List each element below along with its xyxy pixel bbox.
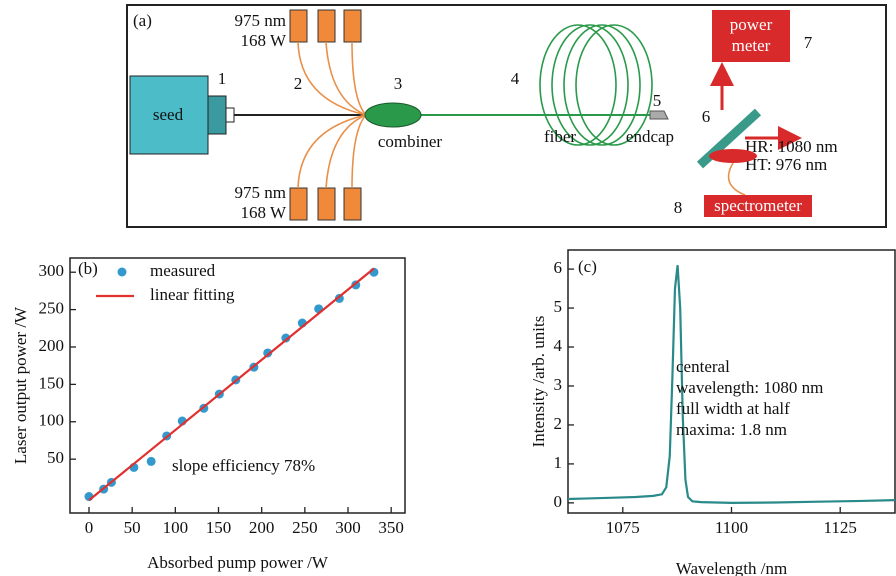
x-tick-label: 200 <box>249 518 275 537</box>
x-tick-label: 1125 <box>824 518 857 537</box>
power-meter <box>712 10 790 62</box>
pump <box>343 187 362 221</box>
pump-fiber <box>351 114 367 189</box>
combiner-label: combiner <box>378 132 443 151</box>
y-tick-label: 6 <box>554 258 563 277</box>
x-tick-label: 150 <box>206 518 232 537</box>
combiner <box>364 102 422 128</box>
pump-fiber <box>351 41 367 116</box>
legend-label: linear fitting <box>150 285 235 304</box>
panel-label: (a) <box>133 11 152 30</box>
data-point <box>281 333 291 343</box>
pump-fiber <box>297 41 367 116</box>
y-tick-label: 150 <box>39 373 65 392</box>
coil-loop <box>575 24 653 146</box>
y-axis-label: Intensity /arb. units <box>529 316 548 448</box>
endcap <box>649 110 669 120</box>
y-tick-label: 250 <box>39 299 65 318</box>
power-meter-label: power <box>730 15 773 34</box>
annotation: full width at half <box>676 399 790 418</box>
x-tick-label: 250 <box>292 518 318 537</box>
component-number: 3 <box>394 74 403 93</box>
y-axis-label: Laser output power /W <box>11 306 30 464</box>
pump-fiber <box>325 41 367 116</box>
pump-fibers <box>297 41 367 189</box>
plot-frame <box>69 257 406 514</box>
panel-label: (c) <box>578 257 597 276</box>
power-meter-label: meter <box>732 36 771 55</box>
y-tick-label: 300 <box>39 261 65 280</box>
component-number: 4 <box>511 69 520 88</box>
pump-wavelength: 975 nm <box>235 183 286 202</box>
hr-label: HR: 1080 nm <box>745 137 838 156</box>
pump <box>317 187 336 221</box>
pump-fiber <box>325 114 367 189</box>
x-tick-label: 1075 <box>606 518 640 537</box>
pump <box>317 9 336 43</box>
endcap-label: endcap <box>626 127 674 146</box>
y-tick-label: 200 <box>39 336 65 355</box>
y-tick-label: 1 <box>554 453 563 472</box>
annotation: slope efficiency 78% <box>172 456 315 475</box>
component-number: 8 <box>674 198 683 217</box>
y-tick-label: 5 <box>554 297 563 316</box>
x-tick-label: 350 <box>378 518 404 537</box>
pump <box>343 9 362 43</box>
component-number: 5 <box>653 91 662 110</box>
ht-label: HT: 976 nm <box>745 155 827 174</box>
data-line <box>567 265 896 504</box>
fiber-label: fiber <box>544 127 576 146</box>
x-tick-label: 100 <box>163 518 189 537</box>
pump-fiber <box>297 114 367 189</box>
x-tick-label: 300 <box>335 518 361 537</box>
pump-power: 168 W <box>241 203 287 222</box>
seed-port <box>207 95 227 135</box>
pump <box>289 187 308 221</box>
spectrometer <box>704 195 812 217</box>
seed-tip <box>225 107 235 123</box>
pump-power: 168 W <box>241 31 287 50</box>
legend-marker <box>117 267 127 277</box>
x-tick-label: 0 <box>85 518 94 537</box>
annotation: maxima: 1.8 nm <box>676 420 787 439</box>
component-number: 1 <box>218 69 227 88</box>
spectrometer-label: spectrometer <box>714 196 802 215</box>
data-point <box>146 456 156 466</box>
panel-a: (a) seed 975 nm 168 W 975 nm 168 W <box>126 4 887 228</box>
y-tick-label: 4 <box>554 336 563 355</box>
x-tick-label: 1100 <box>715 518 748 537</box>
component-number: 7 <box>804 33 813 52</box>
data-line <box>88 267 375 502</box>
coil-loop <box>563 24 641 146</box>
legend-label: measured <box>150 261 216 280</box>
seed-box <box>129 75 209 155</box>
y-tick-label: 100 <box>39 411 65 430</box>
annotation: centeral <box>676 357 730 376</box>
component-number: 2 <box>294 74 303 93</box>
pump <box>289 9 308 43</box>
data-point <box>263 348 273 358</box>
panel-frame <box>126 4 887 228</box>
x-axis-label: Absorbed pump power /W <box>147 553 329 572</box>
collimator <box>709 149 757 163</box>
panel-label: (b) <box>78 259 98 278</box>
coil-loop <box>551 24 629 146</box>
y-tick-label: 0 <box>554 492 563 511</box>
seed-label: seed <box>153 105 184 124</box>
sampling-fiber <box>727 162 746 196</box>
component-number: 6 <box>702 107 711 126</box>
fiber-coil <box>539 24 653 146</box>
annotation: wavelength: 1080 nm <box>676 378 823 397</box>
y-tick-label: 3 <box>554 375 563 394</box>
pump-wavelength: 975 nm <box>235 11 286 30</box>
coil-loop <box>539 24 617 146</box>
x-axis-label: Wavelength /nm <box>676 559 787 576</box>
y-tick-label: 2 <box>554 414 563 433</box>
x-tick-label: 50 <box>124 518 141 537</box>
y-tick-label: 50 <box>47 448 64 467</box>
